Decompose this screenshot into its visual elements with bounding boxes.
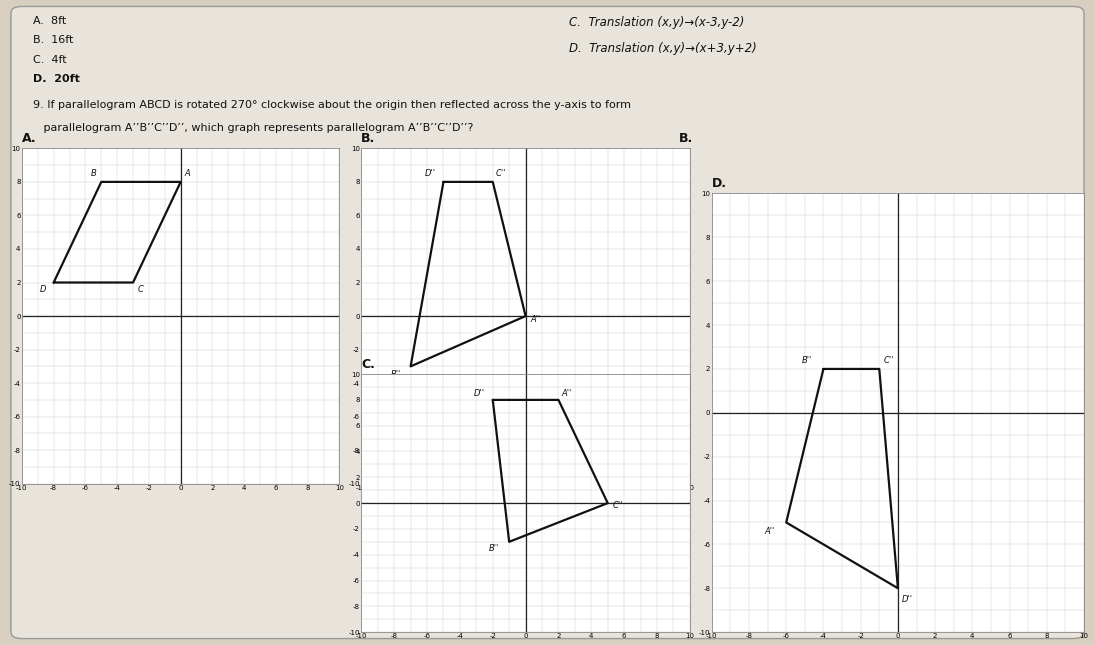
Text: C'': C'' [496, 169, 506, 178]
Text: A'': A'' [562, 389, 572, 398]
Text: B.: B. [361, 132, 376, 145]
Text: C.  4ft: C. 4ft [33, 55, 67, 65]
Text: B'': B'' [489, 544, 499, 553]
Text: B: B [91, 169, 96, 178]
Text: parallelogram A’’B’’C’’D’’, which graph represents parallelogram A’’B’’C’’D’’?: parallelogram A’’B’’C’’D’’, which graph … [33, 123, 473, 133]
Text: C.  Translation (x,y)→(x-3,y-2): C. Translation (x,y)→(x-3,y-2) [569, 16, 745, 29]
Text: B.: B. [679, 132, 693, 145]
Text: C'': C'' [884, 355, 894, 364]
Text: C'': C'' [612, 501, 623, 510]
Text: A'': A'' [764, 527, 774, 536]
Text: D'': D'' [474, 389, 485, 398]
FancyBboxPatch shape [11, 6, 1084, 639]
Text: D'': D'' [901, 595, 913, 604]
Text: D.  Translation (x,y)→(x+3,y+2): D. Translation (x,y)→(x+3,y+2) [569, 42, 757, 55]
Text: 9. If parallelogram ABCD is rotated 270° clockwise about the origin then reflect: 9. If parallelogram ABCD is rotated 270°… [33, 100, 631, 110]
Text: D'': D'' [425, 169, 436, 178]
Text: A.  8ft: A. 8ft [33, 16, 66, 26]
Text: D.: D. [712, 177, 727, 190]
Text: B.  16ft: B. 16ft [33, 35, 73, 46]
Text: B'': B'' [802, 355, 811, 364]
Text: A'': A'' [530, 315, 541, 324]
Text: A.: A. [22, 132, 36, 145]
Text: A: A [184, 169, 189, 178]
Text: C.: C. [361, 358, 376, 371]
Text: D.  20ft: D. 20ft [33, 74, 80, 84]
Text: B'': B'' [391, 370, 401, 379]
Text: D: D [39, 284, 46, 293]
Text: C: C [138, 284, 143, 293]
